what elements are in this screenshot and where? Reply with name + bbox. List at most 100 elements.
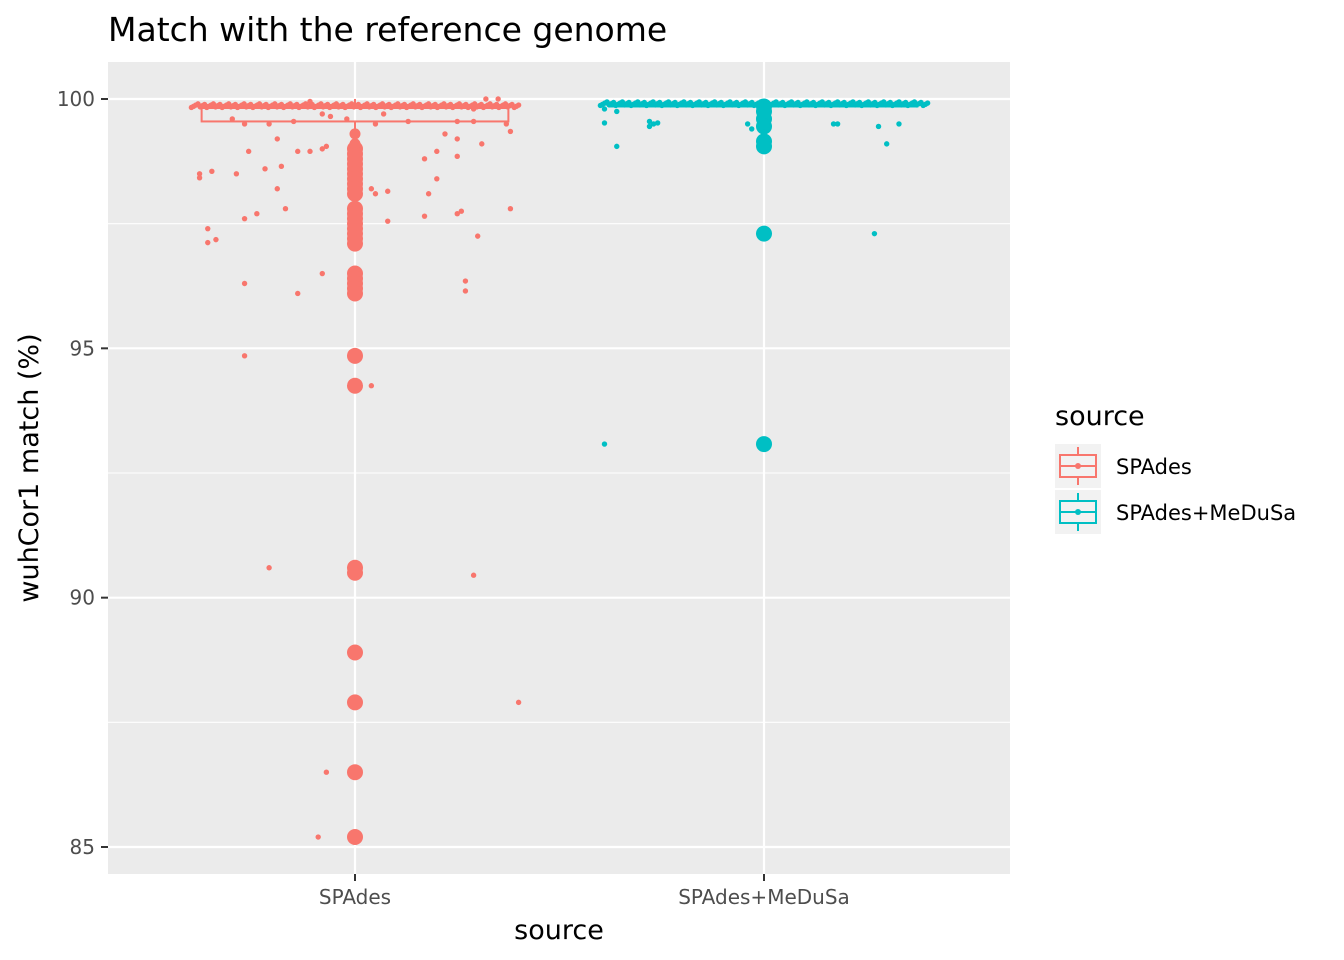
jitter-point [654,120,661,126]
jitter-point [327,113,334,120]
jitter-point [442,131,448,137]
count-point [349,128,361,140]
jitter-point [241,121,248,127]
jitter-point [241,353,248,359]
jitter-point [344,116,350,122]
jitter-point [646,118,653,125]
jitter-point [245,148,252,155]
jitter-point [601,441,608,447]
jitter-point [282,206,289,212]
jitter-point [470,118,477,125]
x-axis-title: source [514,915,604,946]
jitter-point [614,108,620,115]
jitter-point [196,171,203,177]
jitter-point [385,218,391,224]
jitter-point [830,121,837,127]
y-tick-label: 90 [70,586,95,610]
jitter-point [454,118,460,125]
jitter-point [266,565,272,571]
jitter-point [319,270,325,277]
jitter-point [605,101,612,107]
jitter-point [884,141,890,147]
jitter-point [507,206,514,212]
count-point [347,694,363,711]
jitter-point [241,280,248,287]
count-point [347,347,363,364]
jitter-point [196,175,203,181]
jitter-point [266,121,272,127]
jitter-point [470,106,477,112]
jitter-point [319,111,325,117]
jitter-point [434,176,440,182]
axes: 85 90 95 100 SPAdes SPAdes+MeDuSa [57,87,850,909]
jitter-point [380,111,387,117]
jitter-point [290,118,297,125]
jitter-point [896,121,902,127]
jitter-point [323,769,330,775]
jitter-point [405,118,411,125]
jitter-point [372,191,379,197]
count-point [756,225,772,242]
jitter-point [213,236,219,243]
jitter-point [205,225,211,232]
jitter-point [924,100,931,106]
jitter-point [262,166,268,172]
jitter-point [503,121,510,127]
jitter-point [241,215,248,222]
jitter-point [454,136,460,142]
jitter-point [315,834,321,840]
legend-label: SPAdes [1116,455,1192,479]
count-point [347,285,363,302]
x-tick-label: SPAdes [319,885,391,909]
jitter-point [601,106,608,112]
jitter-point [274,186,280,192]
legend-title: source [1055,401,1145,432]
jitter-point [475,233,481,239]
legend-key-point [1075,463,1081,469]
jitter-point [871,230,878,237]
jitter-point [749,126,755,132]
jitter-point [307,98,313,105]
jitter-point [650,121,657,127]
count-point [756,436,772,453]
jitter-point [368,186,375,192]
jitter-point [307,148,313,155]
jitter-point [454,153,460,160]
count-point [347,235,363,252]
jitter-point [274,136,280,142]
jitter-point [421,156,428,162]
y-tick-label: 100 [57,87,95,111]
legend-key-point [1075,509,1081,515]
jitter-point [254,210,260,217]
y-tick-label: 95 [70,336,95,360]
jitter-point [229,116,235,122]
chart-title: Match with the reference genome [108,10,667,49]
jitter-point [515,102,522,108]
jitter-point [323,143,330,150]
jitter-point [233,171,240,177]
jitter-point [834,121,841,127]
jitter-point [515,699,522,706]
count-point [756,138,772,155]
jitter-point [462,278,469,284]
jitter-point [454,210,460,217]
jitter-point [470,572,477,578]
jitter-point [295,290,301,297]
jitter-point [458,208,465,214]
jitter-point [278,163,285,170]
jitter-point [368,383,375,389]
y-axis-title: wuhCor1 match (%) [14,333,45,602]
jitter-point [205,239,211,246]
jitter-point [495,96,501,102]
count-point [347,644,363,661]
jitter-point [601,120,608,126]
count-point [347,377,363,394]
jitter-point [421,213,428,219]
jitter-point [295,148,301,155]
jitter-point [385,188,391,194]
jitter-point [614,143,620,150]
jitter-point [507,128,514,135]
legend-keys: SPAdes SPAdes+MeDuSa [1055,444,1296,534]
count-point [347,829,363,846]
